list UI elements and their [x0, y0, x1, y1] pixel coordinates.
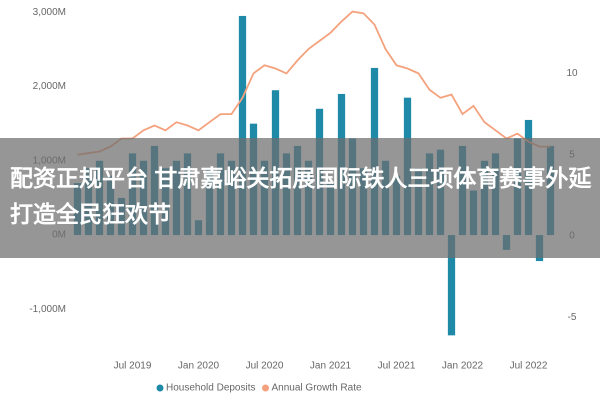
y2-tick-label: -5 [568, 312, 577, 323]
bar [447, 235, 456, 336]
legend-label: Household Deposits [166, 383, 256, 394]
y-tick-label: 2,000M [33, 81, 66, 92]
x-tick-label: Jul 2021 [378, 361, 416, 372]
y-tick-label: 3,000M [33, 7, 66, 18]
line [77, 10, 551, 156]
x-tick-label: Jan 2021 [310, 361, 352, 372]
legend-swatch [156, 384, 164, 392]
y2-tick-label: 10 [566, 68, 578, 79]
legend-swatch [262, 384, 269, 392]
x-tick-label: Jul 2020 [246, 361, 284, 372]
x-tick-label: Jul 2019 [114, 361, 152, 372]
headline-banner[interactable]: 配资正规平台 甘肃嘉峪关拓展国际铁人三项体育赛事外延 打造全民狂欢节 [0, 138, 600, 258]
x-tick-label: Jul 2022 [510, 361, 548, 372]
x-tick-label: Jan 2020 [178, 361, 220, 372]
x-tick-label: Jan 2022 [442, 361, 484, 372]
y-tick-label: -1,000M [29, 304, 66, 315]
legend-label: Annual Growth Rate [272, 383, 362, 394]
bar [238, 15, 247, 236]
